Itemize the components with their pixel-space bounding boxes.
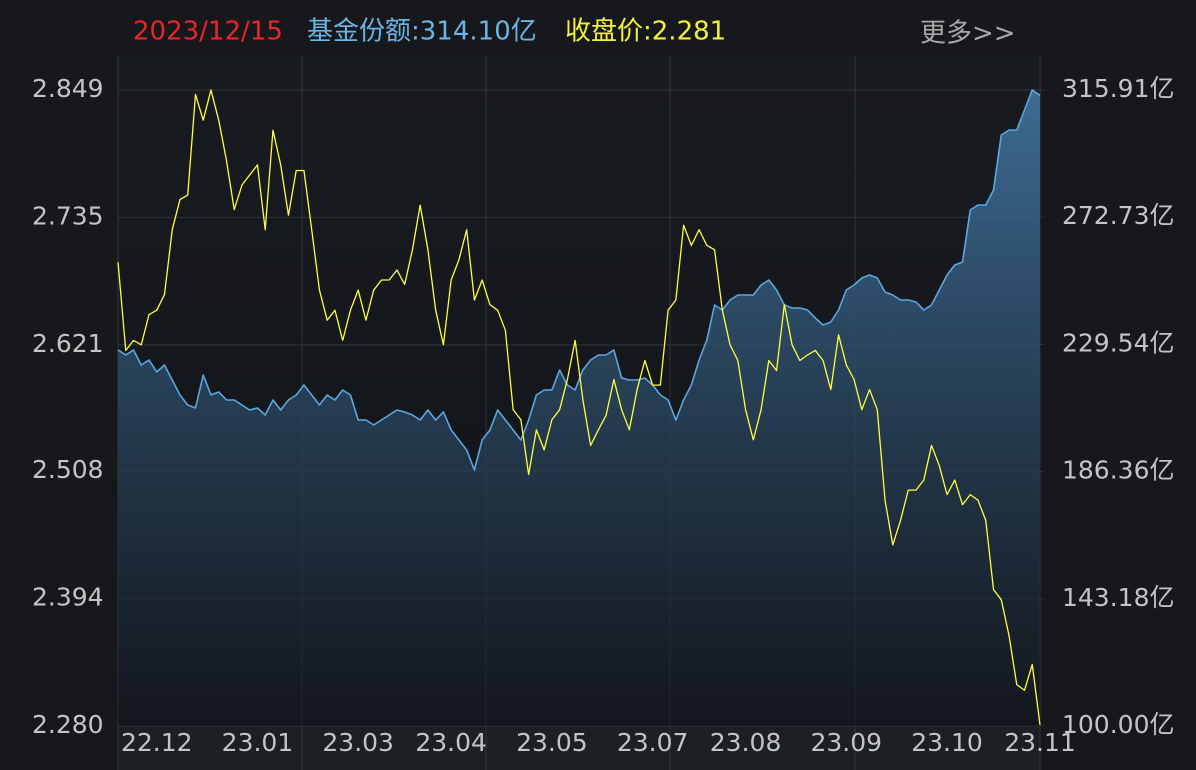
y-tick-label: 2.280	[32, 710, 104, 739]
x-tick-label: 23.03	[322, 728, 394, 757]
y2-tick-label: 100.00亿	[1062, 710, 1174, 739]
date-label: 2023/12/15	[133, 17, 283, 47]
y-tick-label: 2.394	[32, 583, 104, 612]
x-tick-label: 23.04	[415, 728, 487, 757]
x-tick-label: 23.01	[222, 728, 294, 757]
x-tick-label: 23.07	[617, 728, 689, 757]
y-tick-label: 2.508	[32, 455, 104, 484]
x-tick-label: 23.10	[911, 728, 983, 757]
x-tick-label: 23.11	[1004, 728, 1076, 757]
x-tick-label: 22.12	[121, 728, 193, 757]
y2-tick-label: 186.36亿	[1062, 456, 1174, 485]
chart-layer: 2.280 2.394 2.508 2.621 2.735 2.849 100.00亿 143…	[32, 74, 1174, 757]
area-fill	[118, 90, 1040, 726]
y-tick-label: 2.621	[32, 329, 104, 358]
x-tick-label: 23.08	[710, 728, 782, 757]
share-label: 基金份额:314.10亿	[307, 17, 537, 47]
y2-tick-label: 143.18亿	[1062, 583, 1174, 612]
series-line	[117, 89, 1041, 471]
y-tick-label: 2.735	[32, 201, 104, 230]
y-tick-label: 2.849	[32, 74, 104, 103]
y2-tick-label: 315.91亿	[1062, 74, 1174, 103]
y2-tick-label: 229.54亿	[1062, 328, 1174, 357]
price-label: 收盘价:2.281	[565, 17, 726, 47]
x-axis-band	[118, 726, 1040, 770]
y2-tick-label: 272.73亿	[1062, 201, 1174, 230]
x-tick-label: 23.05	[516, 728, 588, 757]
x-tick-label: 23.09	[811, 728, 883, 757]
more-link[interactable]: 更多>>	[920, 19, 1016, 49]
series-line	[117, 89, 1041, 725]
